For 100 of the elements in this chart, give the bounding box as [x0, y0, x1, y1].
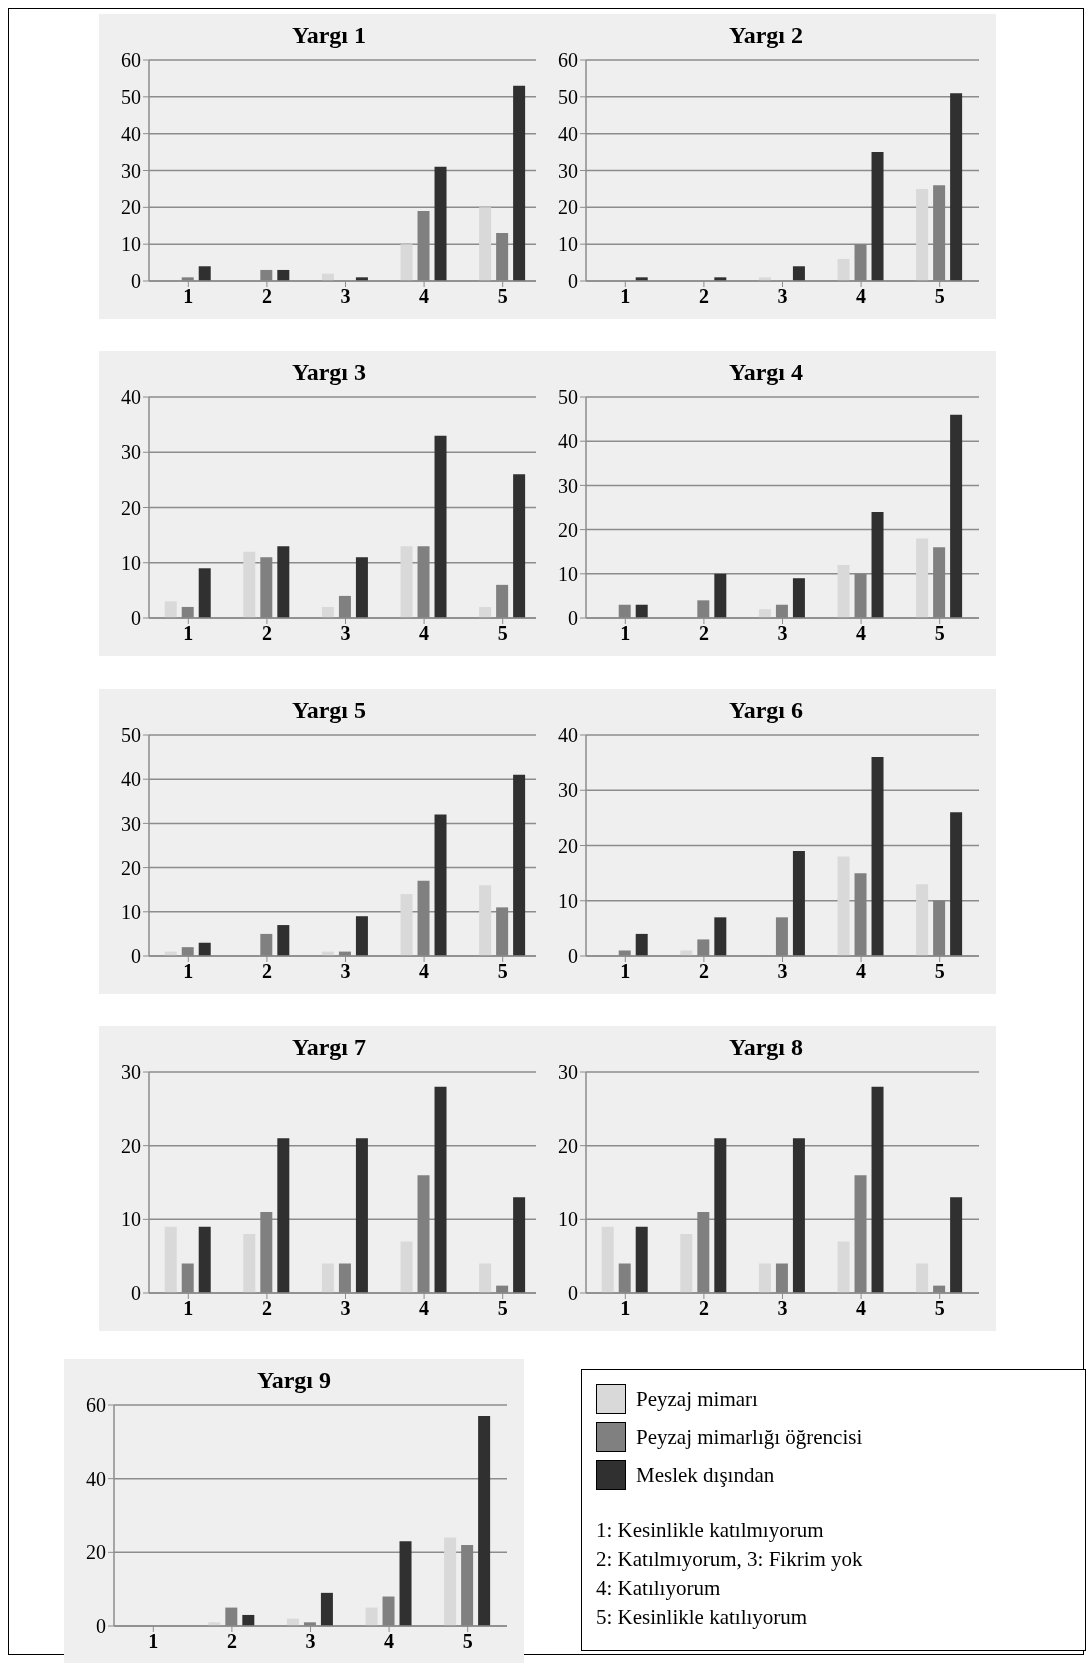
- bar: [714, 1138, 727, 1293]
- x-tick-label: 2: [261, 1297, 272, 1320]
- chart-title: Yargı 3: [292, 359, 366, 385]
- bar: [758, 1263, 771, 1293]
- y-tick-label: 30: [121, 159, 141, 182]
- x-tick-label: 2: [698, 622, 709, 645]
- y-tick-label: 0: [131, 607, 141, 630]
- y-tick-label: 30: [121, 812, 141, 835]
- bar: [400, 244, 413, 281]
- bar: [198, 942, 211, 956]
- y-tick-label: 40: [86, 1467, 106, 1490]
- x-tick-label: 1: [148, 1630, 159, 1653]
- x-tick-label: 3: [305, 1630, 316, 1653]
- y-tick-label: 20: [558, 1134, 578, 1157]
- chart-title: Yargı 1: [292, 22, 366, 48]
- chart-title: Yargı 7: [292, 1034, 366, 1060]
- bar: [792, 266, 805, 281]
- x-tick-label: 5: [934, 285, 945, 308]
- bar: [635, 1226, 648, 1293]
- x-tick-label: 3: [777, 960, 788, 983]
- bar: [871, 511, 884, 618]
- y-tick-label: 30: [558, 474, 578, 497]
- x-tick-label: 1: [620, 1297, 631, 1320]
- bar: [513, 1197, 526, 1293]
- bar: [478, 1416, 491, 1626]
- y-tick-label: 0: [131, 945, 141, 968]
- x-tick-label: 2: [698, 1297, 709, 1320]
- x-tick-label: 4: [856, 1297, 867, 1320]
- bar: [792, 851, 805, 956]
- legend-label: Peyzaj mimarı: [636, 1386, 758, 1412]
- y-tick-label: 60: [121, 49, 141, 72]
- bar: [714, 573, 727, 618]
- bar: [242, 1614, 255, 1626]
- bar: [434, 814, 447, 956]
- bar: [792, 1138, 805, 1293]
- x-tick-label: 2: [261, 285, 272, 308]
- x-tick-label: 1: [183, 960, 194, 983]
- bar: [837, 564, 850, 618]
- y-tick-label: 0: [131, 1282, 141, 1305]
- x-tick-label: 4: [384, 1630, 395, 1653]
- y-tick-label: 30: [121, 1061, 141, 1084]
- y-tick-label: 10: [121, 1208, 141, 1231]
- bar: [871, 757, 884, 956]
- bar: [399, 1541, 412, 1626]
- bar: [434, 435, 447, 618]
- y-tick-label: 60: [558, 49, 578, 72]
- y-tick-label: 0: [568, 607, 578, 630]
- bar: [479, 885, 492, 956]
- x-tick-label: 5: [497, 1297, 508, 1320]
- bar: [365, 1607, 378, 1626]
- bar: [164, 1226, 177, 1293]
- y-tick-label: 40: [121, 122, 141, 145]
- bar: [277, 546, 290, 618]
- bar: [277, 1138, 290, 1293]
- bar: [916, 188, 929, 281]
- bar: [355, 557, 368, 618]
- y-tick-label: 10: [558, 562, 578, 585]
- bar: [479, 1263, 492, 1293]
- x-tick-label: 2: [698, 285, 709, 308]
- bar: [198, 1226, 211, 1293]
- text: 2: Katılmıyorum, 3: Fikrim yok: [596, 1546, 864, 1573]
- x-tick-label: 3: [340, 960, 351, 983]
- x-tick-label: 3: [340, 1297, 351, 1320]
- bar: [277, 269, 290, 281]
- bar: [320, 1592, 333, 1626]
- bar: [758, 609, 771, 618]
- text: 1: Kesinlikle katılmıyorum: [596, 1517, 825, 1544]
- chart-title: Yargı 5: [292, 697, 366, 723]
- y-tick-label: 10: [558, 233, 578, 256]
- x-tick-label: 4: [856, 960, 867, 983]
- x-tick-label: 1: [183, 1297, 194, 1320]
- y-tick-label: 30: [558, 779, 578, 802]
- bar: [871, 152, 884, 281]
- y-tick-label: 0: [568, 945, 578, 968]
- bar: [837, 856, 850, 956]
- y-tick-label: 30: [558, 1061, 578, 1084]
- bar: [198, 568, 211, 618]
- y-tick-label: 20: [121, 1134, 141, 1157]
- x-tick-label: 3: [777, 1297, 788, 1320]
- x-tick-label: 5: [497, 285, 508, 308]
- bar: [950, 1197, 963, 1293]
- y-tick-label: 50: [121, 85, 141, 108]
- bar: [513, 774, 526, 956]
- y-tick-label: 0: [568, 270, 578, 293]
- bar: [680, 1234, 693, 1293]
- bar: [277, 925, 290, 956]
- y-tick-label: 20: [121, 496, 141, 519]
- y-tick-label: 10: [121, 551, 141, 574]
- x-tick-label: 1: [183, 285, 194, 308]
- x-tick-label: 1: [620, 960, 631, 983]
- bar: [513, 474, 526, 618]
- x-tick-label: 4: [419, 622, 430, 645]
- y-tick-label: 50: [121, 724, 141, 747]
- x-tick-label: 3: [777, 285, 788, 308]
- y-tick-label: 20: [121, 196, 141, 219]
- bar: [243, 1234, 256, 1293]
- x-tick-label: 4: [419, 285, 430, 308]
- bar: [198, 266, 211, 281]
- chart-title: Yargı 4: [729, 359, 803, 385]
- y-tick-label: 20: [558, 834, 578, 857]
